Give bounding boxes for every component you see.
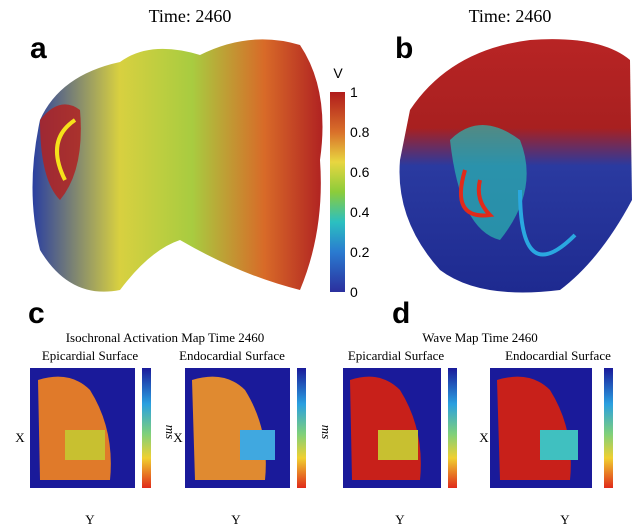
y-label: Y — [560, 512, 570, 527]
map-title: Epicardial Surface — [348, 348, 445, 363]
panel-label: d — [392, 297, 410, 330]
heart-surface — [32, 39, 323, 292]
colorbar-unit: ms — [319, 425, 334, 439]
rotation-arrow — [459, 169, 495, 218]
colorbar-unit: V — [333, 65, 343, 81]
map-region — [540, 430, 578, 460]
colorbar-tick-label: 1 — [350, 84, 358, 100]
rotation-arrow — [518, 189, 577, 257]
colorbar-tick-label: 0.2 — [350, 244, 370, 260]
x-label: X — [173, 430, 183, 445]
map-region — [240, 430, 275, 460]
panel-c: c Isochronal Activation Map Time 2460 Ep… — [15, 297, 334, 527]
panel-title: Time: 2460 — [149, 6, 232, 26]
map-title: Endocardial Surface — [179, 348, 285, 363]
panel-title: Wave Map Time 2460 — [422, 330, 538, 345]
colorbar — [448, 368, 457, 488]
colorbar-tick-label: 0.4 — [350, 204, 370, 220]
y-label: Y — [85, 512, 95, 527]
wavefront — [40, 104, 81, 200]
rotation-arrow — [55, 118, 77, 181]
colorbar — [330, 92, 345, 292]
panel-label: c — [28, 297, 45, 330]
map-title: Endocardial Surface — [505, 348, 611, 363]
colorbar-tick-label: 0.6 — [350, 164, 370, 180]
panel-d: d Wave Map Time 2460 Epicardial Surface … — [343, 297, 613, 527]
colorbar — [604, 368, 613, 488]
y-label: Y — [395, 512, 405, 527]
x-label: X — [15, 430, 25, 445]
y-label: Y — [231, 512, 241, 527]
colorbar — [297, 368, 306, 488]
map-title: Epicardial Surface — [42, 348, 139, 363]
panel-a: a Time: 2460 V 1 0.8 0.6 0.4 0.2 0 — [30, 6, 370, 300]
x-label: X — [479, 430, 489, 445]
colorbar — [142, 368, 151, 488]
map-region — [378, 430, 418, 460]
map-region — [65, 430, 105, 460]
panel-title: Time: 2460 — [469, 6, 552, 26]
colorbar-ticks: 1 0.8 0.6 0.4 0.2 0 — [350, 84, 370, 300]
panel-title: Isochronal Activation Map Time 2460 — [66, 330, 265, 345]
colorbar-tick-label: 0 — [350, 284, 358, 300]
colorbar-unit: ms — [163, 425, 178, 439]
panel-b: b Time: 2460 — [395, 6, 632, 293]
colorbar-tick-label: 0.8 — [350, 124, 370, 140]
panel-label: a — [30, 32, 47, 65]
panel-label: b — [395, 32, 413, 65]
